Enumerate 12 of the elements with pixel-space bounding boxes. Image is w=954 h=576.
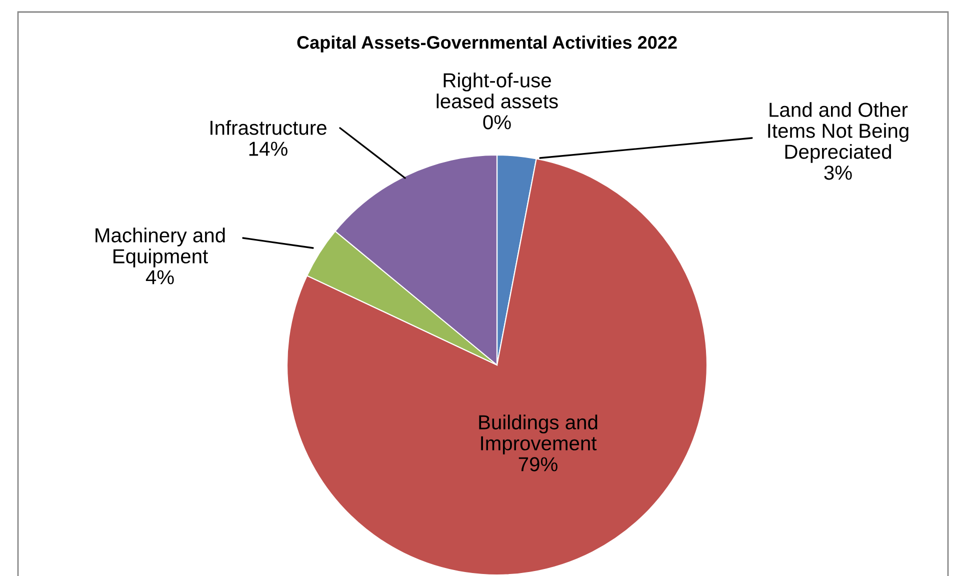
pie-slice xyxy=(286,158,708,576)
data-label: 3% xyxy=(824,166,852,180)
category-label: Right-of-use leased assets xyxy=(436,72,558,108)
slice-label: Infrastructure xyxy=(210,120,326,135)
slice-label: Buildings and Improvement xyxy=(479,414,598,454)
chart-title: Capital Assets-Governmental Activities 2022 xyxy=(297,36,677,52)
data-label: 14% xyxy=(249,142,288,156)
slice-label: Machinery and Equipment xyxy=(96,228,225,268)
text: 0% xyxy=(483,115,511,130)
slice-label: Land and Other Items Not Being Depreciated xyxy=(768,102,908,163)
data-label: 4% xyxy=(146,270,174,284)
data-label: 79% xyxy=(518,457,558,472)
